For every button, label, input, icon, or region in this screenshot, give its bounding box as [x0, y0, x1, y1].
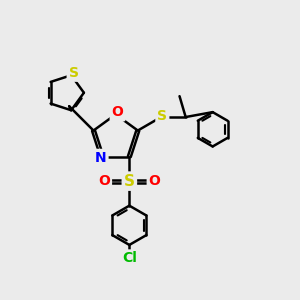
Text: O: O: [112, 106, 124, 119]
Text: S: S: [124, 174, 135, 189]
Text: N: N: [95, 151, 106, 165]
Text: O: O: [149, 174, 161, 188]
Text: S: S: [69, 66, 79, 80]
Text: S: S: [158, 109, 167, 123]
Text: O: O: [98, 174, 110, 188]
Text: Cl: Cl: [122, 251, 137, 266]
